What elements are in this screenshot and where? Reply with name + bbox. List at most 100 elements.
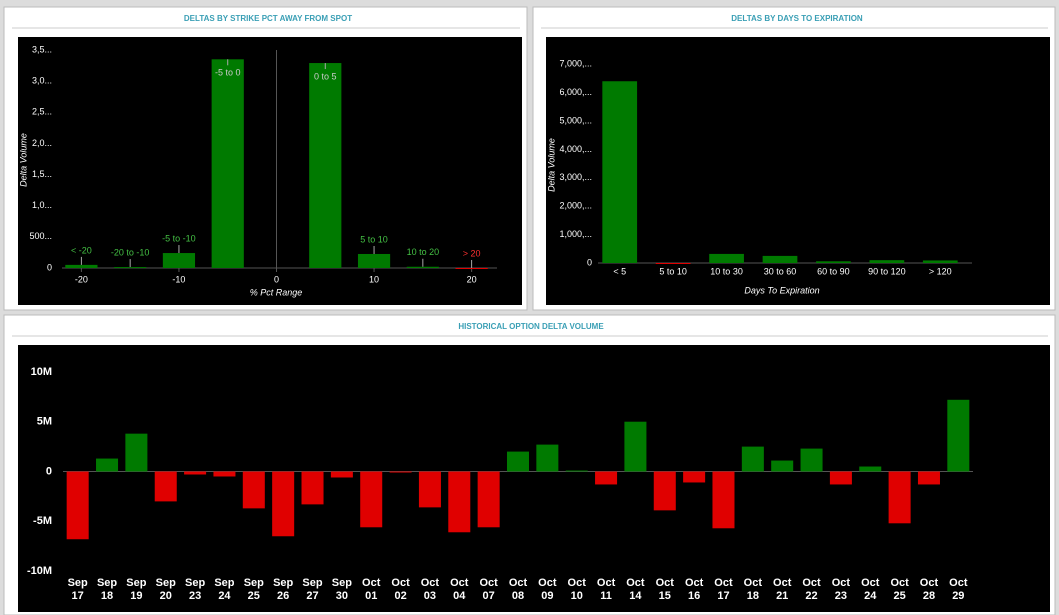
x-axis-label: % Pct Range (250, 287, 303, 297)
x-tick-label: Oct 28 (919, 577, 939, 602)
bar (653, 471, 676, 511)
bar (184, 471, 207, 475)
x-tick-label: Oct 23 (831, 577, 851, 602)
x-tick-label: < 5 (613, 266, 626, 276)
bar-label: > 20 (463, 248, 481, 258)
y-tick-label: 0 (46, 465, 52, 477)
y-tick-label: 3,5... (32, 44, 52, 54)
bar (536, 444, 559, 472)
x-tick-label: Sep 25 (243, 577, 264, 602)
bar (683, 471, 706, 483)
bar (624, 421, 647, 472)
bar (762, 255, 798, 263)
bar (602, 81, 638, 264)
x-tick-label: Sep 23 (185, 577, 206, 602)
bar (771, 460, 794, 472)
panel-title: HISTORICAL OPTION DELTA VOLUME (458, 322, 604, 331)
bar-label: 10 to 20 (407, 247, 440, 257)
bar (448, 471, 471, 533)
x-tick-label: Oct 21 (773, 577, 792, 602)
x-tick-label: 10 to 30 (710, 266, 743, 276)
y-tick-label: 500... (29, 231, 52, 241)
bar (888, 471, 911, 524)
bar (922, 260, 958, 263)
x-axis-label: Days To Expiration (744, 285, 819, 295)
x-tick-label: 0 (274, 274, 279, 284)
bar (242, 471, 265, 509)
y-tick-label: 3,0... (32, 75, 52, 85)
bar-label: -5 to 0 (215, 68, 241, 78)
plot-bg (18, 345, 1050, 612)
x-tick-label: Oct 15 (655, 577, 674, 602)
bar (162, 253, 196, 268)
x-tick-label: Oct 29 (949, 577, 968, 602)
bar (829, 471, 852, 485)
y-tick-label: 6,000,... (559, 87, 592, 97)
bar (477, 471, 500, 528)
bar (154, 471, 177, 502)
x-tick-label: Oct 25 (890, 577, 909, 602)
bar (309, 63, 342, 268)
bar (506, 451, 530, 472)
y-tick-label: -5M (33, 515, 52, 527)
bar (869, 260, 905, 263)
bar (816, 261, 851, 263)
bar (125, 433, 148, 472)
x-tick-label: Sep 26 (273, 577, 294, 602)
bar-label: -5 to -10 (162, 233, 196, 243)
y-tick-label: -10M (27, 565, 52, 577)
x-tick-label: Oct 10 (567, 577, 586, 602)
bar (360, 471, 383, 528)
bar (406, 266, 439, 268)
y-tick-label: 3,000,... (559, 172, 592, 182)
y-tick-label: 10M (31, 366, 52, 378)
x-tick-label: > 120 (929, 266, 952, 276)
x-tick-label: 20 (467, 274, 477, 284)
y-axis-label: Delta Volume (18, 133, 28, 187)
x-tick-label: Oct 09 (538, 577, 557, 602)
y-tick-label: 1,5... (32, 169, 52, 179)
y-tick-label: 1,0... (32, 200, 52, 210)
x-tick-label: Oct 02 (391, 577, 410, 602)
bar (947, 399, 970, 472)
bar (595, 471, 618, 485)
y-tick-label: 7,000,... (559, 59, 592, 69)
y-tick-label: 2,000,... (559, 201, 592, 211)
bar (709, 253, 744, 263)
x-tick-label: Sep 18 (96, 577, 118, 602)
bar (357, 253, 391, 268)
bar (301, 471, 324, 505)
y-tick-label: 2,0... (32, 138, 52, 148)
bar (800, 448, 823, 472)
x-tick-label: Oct 18 (743, 577, 762, 602)
x-tick-label: Oct 22 (802, 577, 821, 602)
x-tick-label: 5 to 10 (659, 266, 687, 276)
y-tick-label: 0 (47, 262, 52, 272)
y-tick-label: 5M (37, 416, 52, 428)
bar (455, 268, 488, 269)
x-tick-label: Sep 27 (302, 577, 323, 602)
x-tick-label: Oct 03 (420, 577, 440, 602)
bar-label: -20 to -10 (111, 247, 150, 257)
bar (65, 264, 98, 268)
x-tick-label: 10 (369, 274, 379, 284)
x-tick-label: Sep 19 (126, 577, 147, 602)
bar (96, 458, 119, 472)
x-tick-label: Sep 24 (214, 577, 235, 602)
bar-label: < -20 (71, 245, 92, 255)
bar-label: 0 to 5 (314, 71, 337, 81)
x-tick-label: Sep 20 (155, 577, 176, 602)
bar (418, 471, 441, 508)
x-tick-label: Sep 30 (331, 577, 352, 602)
bar (741, 446, 764, 472)
x-tick-label: -10 (172, 274, 185, 284)
plot-bg (18, 37, 522, 305)
bar (114, 267, 147, 269)
y-tick-label: 0 (587, 257, 592, 267)
bar (565, 470, 588, 472)
bar (859, 466, 882, 472)
y-tick-label: 5,000,... (559, 115, 592, 125)
x-tick-label: Oct 14 (626, 577, 645, 602)
